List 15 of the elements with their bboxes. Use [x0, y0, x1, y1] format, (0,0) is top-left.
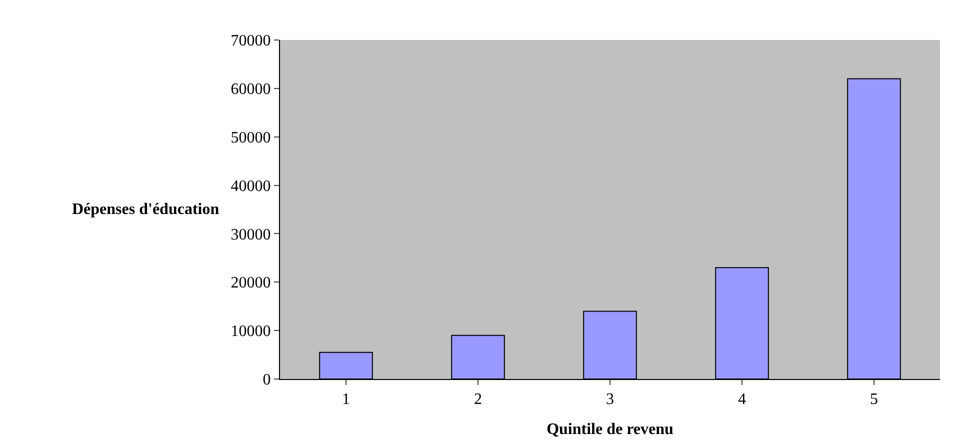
- y-tick-label: 30000: [230, 226, 271, 244]
- x-tick-label: 3: [606, 391, 614, 408]
- y-tick-label: 40000: [230, 178, 271, 195]
- x-tick-label: 5: [870, 391, 878, 408]
- x-tick-label: 2: [474, 391, 482, 408]
- y-tick-label: 0: [262, 372, 271, 389]
- x-tick-label: 1: [342, 391, 350, 408]
- y-axis-title: Dépenses d'éducation: [72, 201, 220, 218]
- y-tick-label: 10000: [230, 323, 271, 340]
- y-tick-label: 70000: [230, 32, 271, 50]
- x-axis-title: Quintile de revenu: [546, 420, 674, 438]
- y-tick-label: 60000: [230, 81, 271, 98]
- y-tick-label: 50000: [230, 129, 271, 146]
- x-tick-label: 4: [738, 391, 746, 408]
- y-tick-label: 20000: [230, 274, 271, 292]
